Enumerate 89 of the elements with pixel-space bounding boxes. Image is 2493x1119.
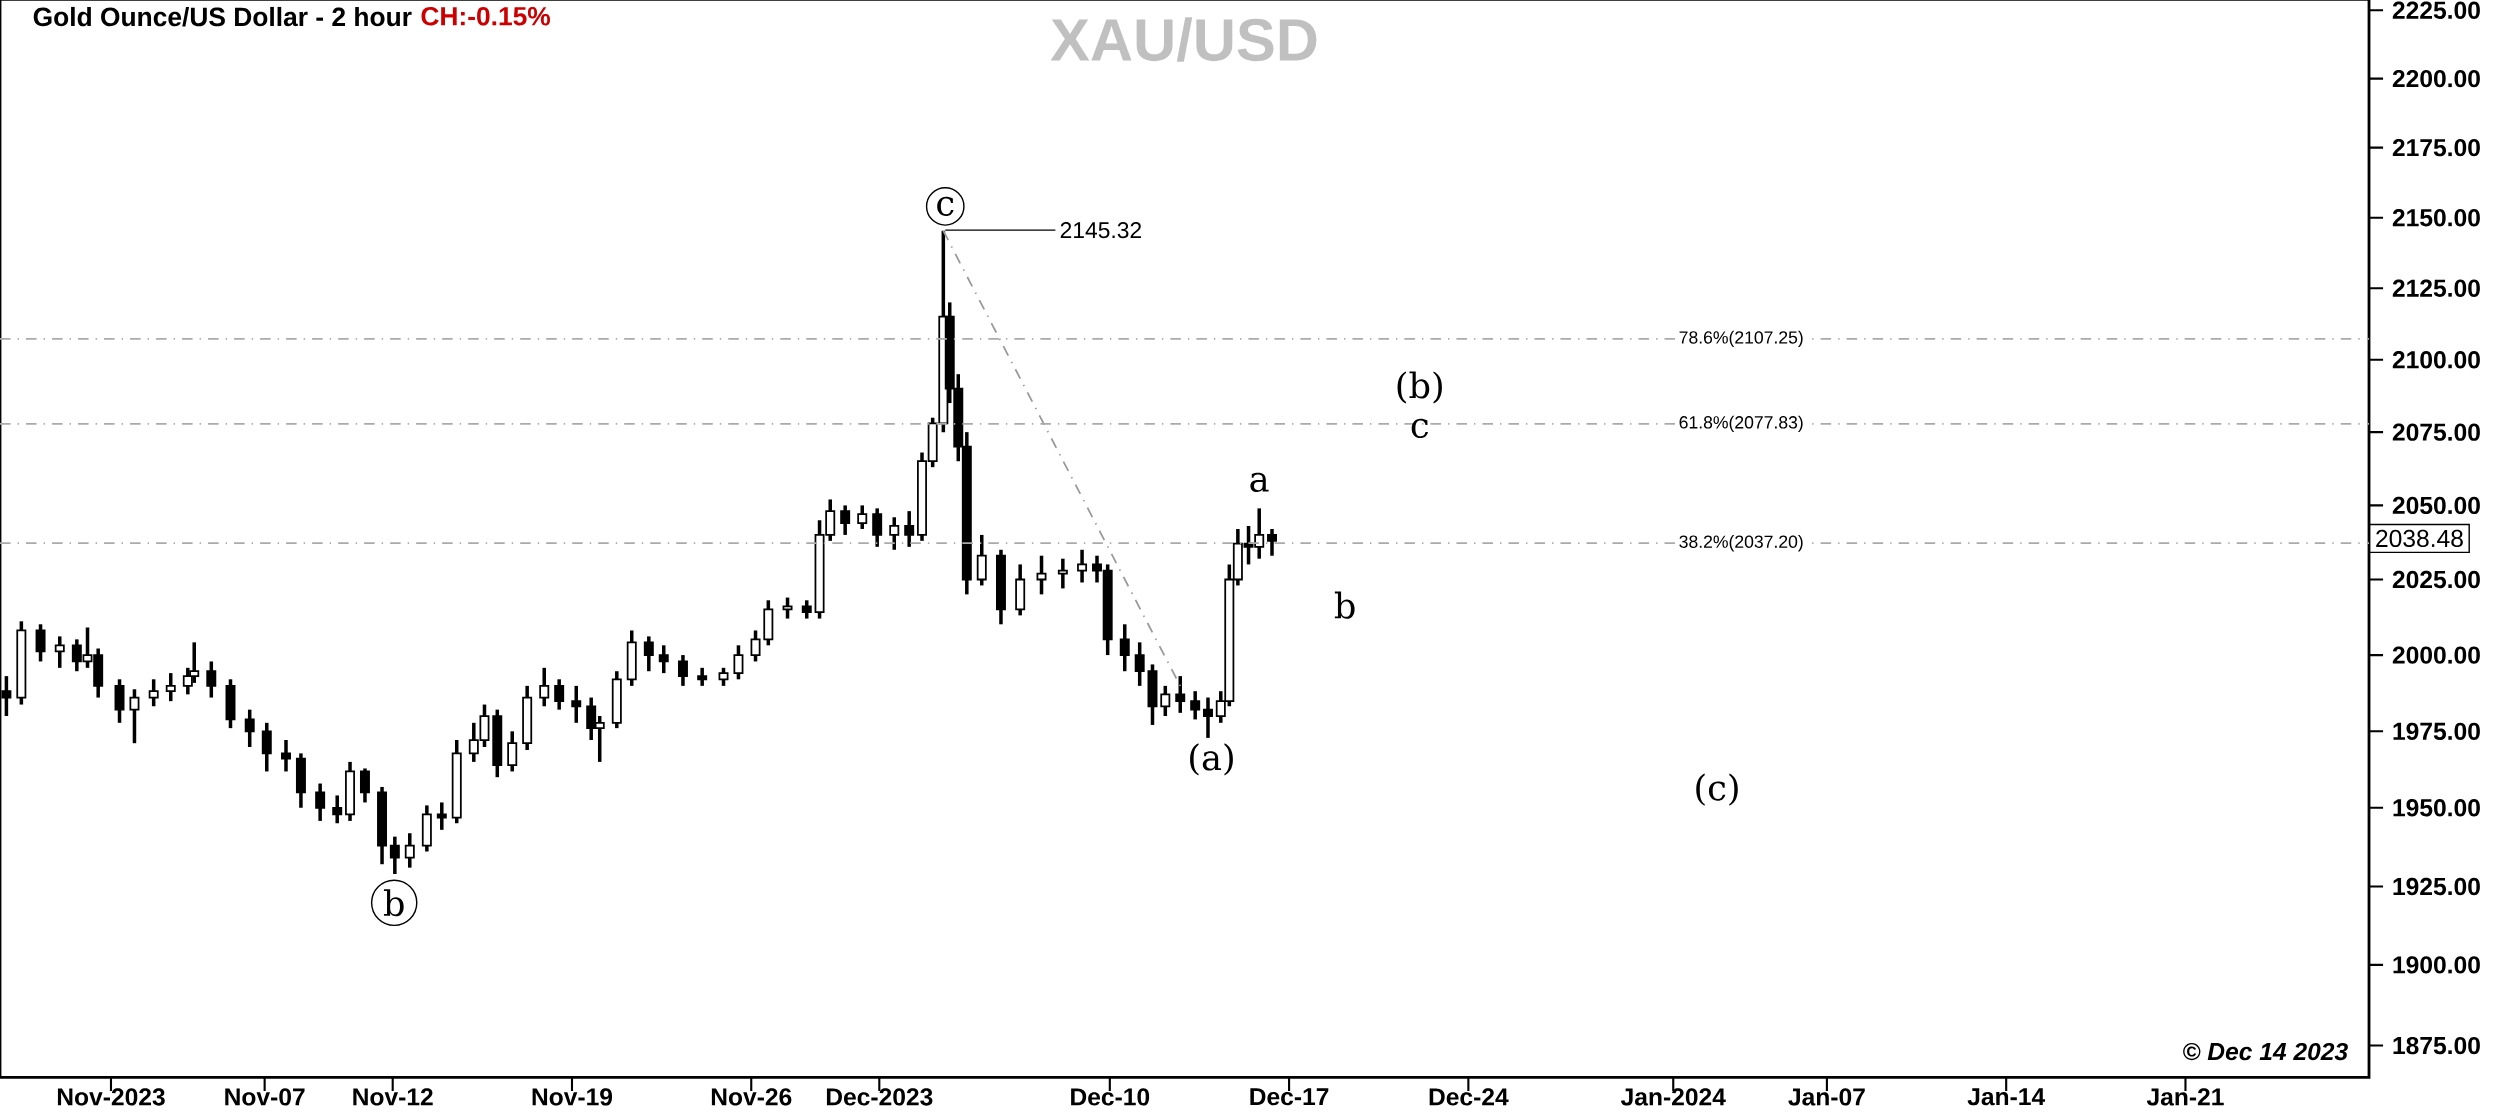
x-tick-label: Dec-17 bbox=[1250, 1088, 1329, 1106]
candlestick bbox=[1203, 697, 1213, 738]
y-tick-label: 2200.00 bbox=[2392, 69, 2480, 88]
x-tick-label: Nov-26 bbox=[711, 1088, 792, 1106]
candlestick bbox=[507, 731, 518, 772]
annotation: (c) bbox=[1696, 773, 1738, 806]
y-tick-label: 1900.00 bbox=[2393, 956, 2480, 974]
candlestick bbox=[1119, 624, 1130, 672]
candlestick bbox=[359, 768, 370, 803]
y-tick-label: 2150.00 bbox=[2392, 209, 2480, 227]
candlestick bbox=[976, 533, 987, 586]
x-tick-label: Jan-2024 bbox=[1620, 1088, 1726, 1106]
candlestick bbox=[643, 636, 654, 672]
candlestick bbox=[904, 511, 915, 547]
candlestick bbox=[571, 685, 582, 723]
y-tick-label: 1925.00 bbox=[2393, 877, 2480, 896]
candlestick bbox=[261, 722, 272, 772]
candlestick bbox=[315, 783, 326, 821]
y-tick-label: 2225.00 bbox=[2392, 1, 2480, 19]
chart-title: XAU/USD bbox=[1050, 17, 1317, 62]
candlestick bbox=[1190, 691, 1201, 720]
x-tick-label: Jan-07 bbox=[1788, 1088, 1865, 1106]
candlestick bbox=[857, 505, 868, 529]
annotation: a bbox=[1250, 472, 1269, 492]
y-tick-label: 2125.00 bbox=[2392, 279, 2480, 297]
candlestick bbox=[1175, 676, 1186, 713]
x-tick-label: Nov-19 bbox=[532, 1088, 613, 1106]
chart-subtitle: Gold Ounce/US Dollar - 2 hour bbox=[33, 6, 412, 27]
ref-line-label: 78.6%(2107.25) bbox=[1679, 330, 1803, 348]
candlestick bbox=[35, 624, 46, 662]
annotation: c bbox=[937, 196, 954, 217]
candlestick bbox=[148, 679, 159, 707]
candlestick bbox=[750, 630, 761, 662]
candlestick bbox=[840, 505, 851, 535]
candlestick bbox=[1134, 642, 1145, 686]
candlestick bbox=[658, 645, 669, 674]
annotation: © Dec 14 2023 bbox=[2183, 1042, 2348, 1061]
x-tick-label: Nov-2023 bbox=[57, 1088, 165, 1106]
y-tick-label: 2075.00 bbox=[2392, 423, 2480, 441]
annotation: (a) bbox=[1190, 743, 1233, 776]
x-tick-label: Dec-24 bbox=[1429, 1088, 1509, 1106]
annotation: (b) bbox=[1397, 371, 1442, 404]
y-tick-label: 1950.00 bbox=[2393, 799, 2480, 817]
candlestick bbox=[54, 636, 65, 668]
candlestick bbox=[389, 836, 400, 874]
candlestick bbox=[697, 667, 708, 686]
candlestick bbox=[782, 597, 793, 619]
candlestick bbox=[332, 795, 343, 824]
candlestick bbox=[718, 667, 729, 686]
x-tick-label: Nov-12 bbox=[353, 1088, 433, 1106]
annotation: b bbox=[1334, 591, 1355, 619]
x-tick-label: Jan-14 bbox=[1967, 1088, 2046, 1106]
y-tick-label: 1875.00 bbox=[2393, 1036, 2480, 1055]
candlestick bbox=[281, 740, 291, 772]
candlestick bbox=[539, 667, 550, 707]
candlestick bbox=[436, 802, 447, 830]
y-tick-label: 1975.00 bbox=[2393, 722, 2480, 740]
candlestick bbox=[404, 833, 415, 868]
candlestick bbox=[801, 600, 812, 619]
candlestick bbox=[244, 709, 255, 748]
x-tick-label: Dec-10 bbox=[1071, 1088, 1150, 1106]
candlestick bbox=[129, 689, 140, 744]
candlestick bbox=[1057, 558, 1068, 589]
candlestick bbox=[872, 508, 883, 547]
y-tick-label: 2000.00 bbox=[2392, 646, 2480, 664]
candlestick bbox=[1077, 549, 1088, 583]
candlestick bbox=[1160, 685, 1171, 717]
candlestick bbox=[114, 679, 125, 723]
annotation: 2145.32 bbox=[1060, 222, 1141, 239]
candlestick bbox=[889, 517, 900, 550]
candlestick bbox=[165, 673, 176, 702]
candlestick bbox=[733, 645, 744, 680]
candlestick bbox=[554, 679, 565, 710]
candlestick bbox=[1267, 528, 1277, 556]
candlestick bbox=[677, 655, 688, 686]
ref-line-label: 38.2%(2037.20) bbox=[1679, 535, 1803, 552]
x-tick-label: Jan-21 bbox=[2146, 1088, 2224, 1106]
y-tick-label: 2025.00 bbox=[2392, 570, 2480, 589]
ref-line-label: 61.8%(2077.83) bbox=[1679, 415, 1803, 433]
annotation: c bbox=[1411, 418, 1428, 439]
annotation: b bbox=[383, 889, 404, 917]
x-tick-label: Nov-07 bbox=[225, 1088, 305, 1106]
x-tick-label: Dec-2023 bbox=[826, 1088, 933, 1106]
candlestick bbox=[206, 661, 217, 698]
y-tick-label: 2175.00 bbox=[2392, 138, 2480, 157]
y-tick-label: 2050.00 bbox=[2392, 496, 2480, 515]
text: 2038.48 bbox=[2376, 529, 2463, 548]
annotation: CH:-0.15% bbox=[421, 6, 551, 26]
y-tick-label: 2100.00 bbox=[2392, 351, 2480, 369]
